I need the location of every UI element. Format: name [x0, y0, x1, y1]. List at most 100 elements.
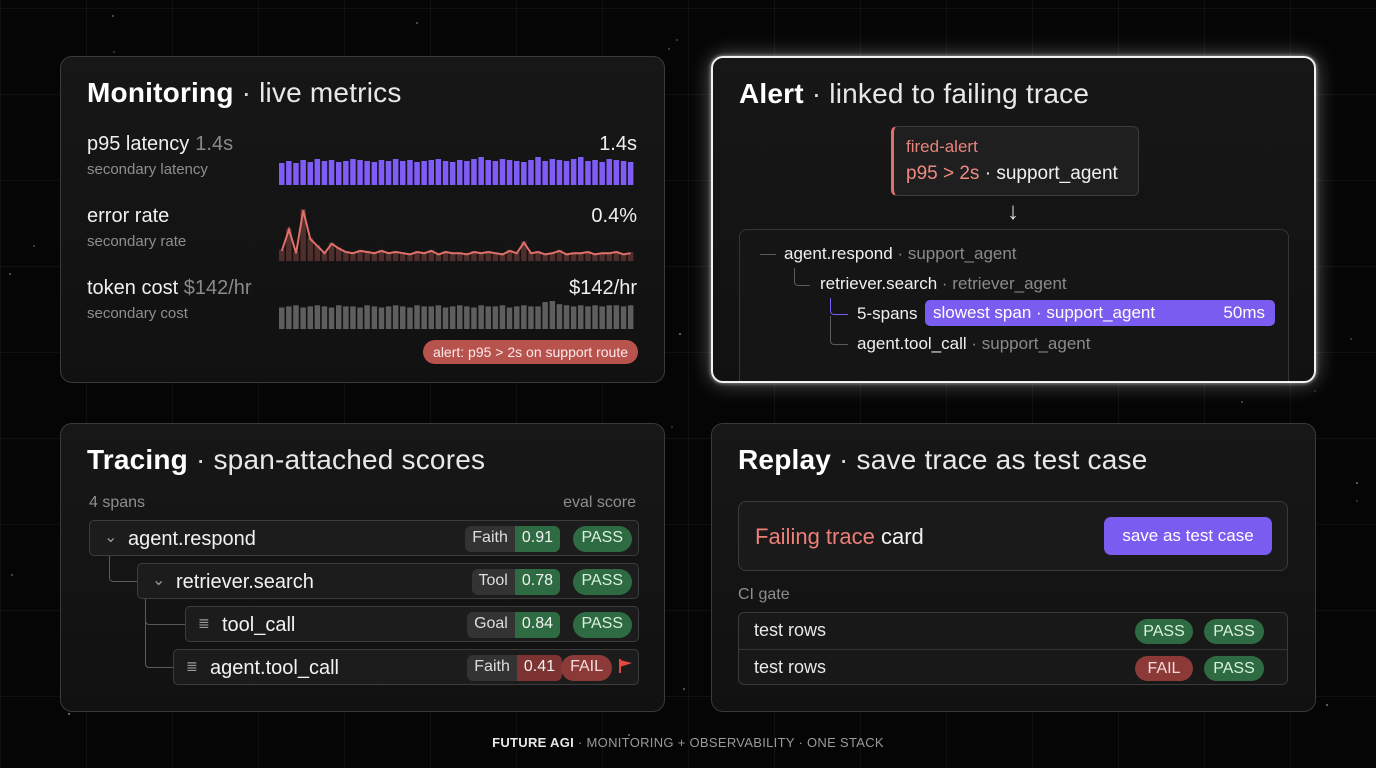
sparkline-bar	[606, 305, 612, 329]
failing-trace-card[interactable]: Failing trace card save as test case	[738, 501, 1288, 571]
metric-p95-latency[interactable]: p95 latency 1.4s secondary latency 1.4s	[87, 133, 637, 193]
replay-title-rest: save trace as test case	[856, 444, 1148, 475]
span-row-retriever-search[interactable]: ⌄ retriever.search Tool 0.78 PASS	[137, 563, 639, 599]
sparkline-bar	[400, 306, 406, 329]
sparkline-bar	[414, 162, 420, 185]
sparkline-bar	[336, 305, 342, 329]
sparkline-bar	[471, 307, 477, 329]
sparkline-bar	[428, 306, 434, 329]
sparkline-bar	[300, 307, 306, 329]
failing-trace-card-title: Failing trace card	[755, 524, 924, 550]
save-as-test-case-button[interactable]: save as test case	[1104, 517, 1272, 555]
status-badge: PASS	[572, 569, 632, 595]
metric-error-rate[interactable]: error rate secondary rate 0.4%	[87, 205, 637, 265]
eval-value: 0.84	[514, 612, 560, 638]
tree-node-agent-respond[interactable]: agent.respond · support_agent	[784, 244, 1017, 263]
sparkline-bar	[279, 307, 285, 329]
sparkline-bar	[528, 306, 534, 329]
ci-gate-label: CI gate	[738, 586, 790, 603]
sparkline-bar	[521, 162, 527, 185]
fired-alert-card[interactable]: fired-alert p95 > 2s · support_agent	[891, 126, 1139, 196]
sparkline-bar	[457, 160, 463, 185]
tree-node-retriever-search[interactable]: retriever.search · retriever_agent	[820, 274, 1067, 293]
sparkline-bar	[563, 253, 570, 261]
sparkline-bar	[471, 251, 477, 261]
sparkline-bar	[421, 252, 427, 261]
metric-token-cost[interactable]: token cost $142/hr secondary cost $142/h…	[87, 277, 637, 337]
card-title-highlight: Failing trace	[755, 524, 875, 549]
span-count: 4 spans	[89, 494, 146, 511]
sparkline-bar	[435, 253, 442, 261]
sparkline-bar	[286, 228, 292, 261]
sparkline-bar	[364, 161, 370, 185]
sparkline-bar	[407, 253, 413, 261]
span-row-tool-call[interactable]: ≣ tool_call Goal 0.84 PASS	[185, 606, 639, 642]
star	[1326, 704, 1328, 706]
sparkline-bar	[570, 306, 577, 329]
sparkline-bar	[478, 157, 484, 185]
sparkline-bar	[592, 253, 598, 261]
eval-score: Tool 0.78	[471, 569, 560, 595]
span-name: retriever.search	[176, 571, 314, 593]
footer-tagline: · MONITORING + OBSERVABILITY · ONE STACK	[578, 735, 884, 750]
sparkline-bar	[343, 251, 349, 261]
sparkline-bar	[620, 253, 627, 261]
alert-pill[interactable]: alert: p95 > 2s on support route	[423, 340, 638, 364]
star	[9, 273, 11, 275]
eval-metric: Faith	[465, 526, 515, 552]
tree-connector-highlight	[830, 298, 848, 315]
sparkline-bar	[286, 161, 292, 185]
star	[1350, 338, 1352, 340]
sparkline-bar	[442, 251, 449, 261]
sparkline-bar	[350, 159, 356, 185]
star	[683, 688, 685, 690]
ci-gate-table: test rows PASS PASS test rows FAIL PASS	[738, 612, 1288, 685]
sparkline-bar	[307, 237, 313, 261]
tracing-title-bold: Tracing	[87, 444, 188, 475]
chevron-down-icon[interactable]: ⌄	[104, 529, 118, 546]
sparkline-bar	[613, 251, 620, 261]
sparkline-bar	[428, 160, 434, 185]
sparkline-bar	[592, 305, 598, 329]
slowest-span-bar[interactable]: slowest span · support_agent 50ms	[925, 300, 1275, 326]
table-row[interactable]: test rows PASS PASS	[739, 613, 1287, 649]
sparkline-bar	[336, 247, 342, 261]
sparkline-bar	[314, 305, 321, 329]
sparkline-bar	[343, 306, 349, 329]
tree-connector	[145, 598, 173, 668]
tree-node-service: retriever_agent	[952, 274, 1067, 293]
sparkline-bar	[293, 305, 299, 329]
token-cost-sparkline	[279, 301, 634, 329]
sparkline-bar	[407, 307, 413, 329]
sparkline-bar	[599, 252, 605, 261]
chevron-down-icon[interactable]: ⌄	[152, 572, 166, 589]
sparkline-bar	[585, 251, 591, 261]
tree-node-5-spans[interactable]: 5-spans	[857, 304, 918, 323]
span-row-agent-respond[interactable]: ⌄ agent.respond Faith 0.91 PASS	[89, 520, 639, 556]
span-name: agent.respond	[128, 528, 256, 550]
sparkline-bar	[428, 249, 434, 261]
sparkline-bar	[556, 160, 563, 185]
tree-node-agent-tool-call[interactable]: agent.tool_call · support_agent	[857, 334, 1091, 353]
sparkline-bar	[585, 306, 591, 329]
tracing-title: Tracing · span-attached scores	[87, 444, 486, 475]
tree-connector	[109, 555, 137, 582]
metric-name-text: token cost	[87, 277, 179, 299]
sparkline-bar	[535, 306, 541, 329]
sparkline-bar	[627, 305, 634, 329]
metric-name: error rate	[87, 205, 169, 228]
sparkline-bar	[556, 249, 563, 261]
metric-inline-value: 1.4s	[195, 133, 234, 155]
sparkline-bar	[392, 159, 399, 185]
sparkline-bar	[542, 302, 548, 329]
sparkline-bar	[321, 252, 328, 261]
status-badge: PASS	[1204, 656, 1264, 681]
sparkline-bar	[606, 252, 612, 261]
span-row-agent-tool-call[interactable]: ≣ agent.tool_call Faith 0.41 FAIL	[173, 649, 639, 685]
sparkline-bar	[457, 305, 463, 329]
table-row[interactable]: test rows FAIL PASS	[739, 649, 1287, 685]
sparkline-bar	[528, 160, 534, 185]
sparkline-bar	[414, 305, 420, 329]
sparkline-bar	[328, 242, 335, 261]
sparkline-bar	[464, 253, 470, 261]
